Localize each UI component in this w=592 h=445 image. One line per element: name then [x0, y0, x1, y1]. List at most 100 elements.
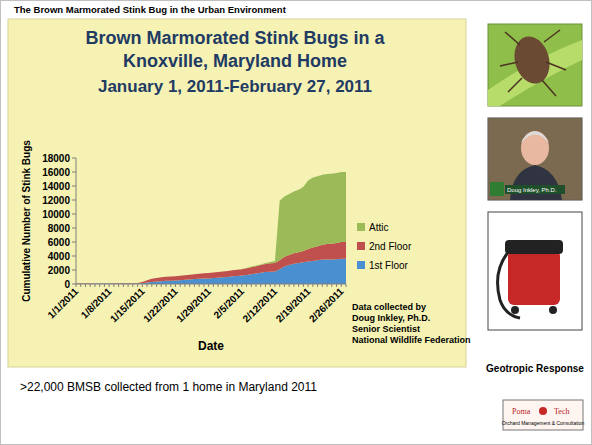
x-tick-label: 2/19/2011 [274, 285, 313, 324]
x-tick [76, 284, 77, 287]
x-tick-label: 1/1/2011 [46, 285, 81, 320]
x-tick [227, 284, 228, 287]
logo-tagline: Orchard Management & Consultation [502, 420, 585, 426]
x-tick [289, 284, 290, 287]
x-tick [298, 284, 299, 287]
y-tick [72, 200, 76, 201]
bug-photo [488, 24, 582, 106]
vacuum-hose [498, 250, 520, 318]
area-series [76, 259, 346, 284]
x-tick [194, 284, 195, 287]
x-tick [246, 284, 247, 287]
area-series [76, 172, 346, 283]
x-tick [256, 284, 257, 287]
person-shoulders [510, 165, 562, 200]
x-tick [308, 284, 309, 287]
y-tick [72, 228, 76, 229]
legend-swatch [357, 223, 365, 231]
legend-label: Attic [369, 222, 388, 233]
x-tick [208, 284, 209, 287]
y-tick-label: 8000 [48, 223, 71, 234]
x-tick [80, 284, 81, 287]
bug-legs [500, 30, 566, 96]
caption-bar [505, 185, 565, 194]
chart-subtitle: January 1, 2011-February 27, 2011 [60, 76, 410, 98]
x-tick [151, 284, 152, 287]
x-tick [232, 284, 233, 287]
x-tick-label: 1/29/2011 [174, 285, 213, 324]
x-tick [113, 284, 114, 287]
photo-caption: Doug Inkley, Ph.D. [507, 187, 557, 193]
x-tick-label: 1/22/2011 [141, 285, 180, 324]
x-tick [260, 284, 261, 287]
x-tick [312, 284, 313, 287]
x-tick [279, 284, 280, 287]
x-tick [189, 284, 190, 287]
y-tick-label: 18000 [42, 153, 70, 164]
x-tick [265, 284, 266, 287]
x-tick-label: 2/26/2011 [307, 285, 346, 324]
x-tick [147, 284, 148, 287]
legend-label: 2nd Floor [369, 241, 412, 252]
x-tick [99, 284, 100, 287]
x-tick [156, 284, 157, 287]
logo-name: Tech [554, 407, 569, 416]
x-tick [180, 284, 181, 287]
x-tick [284, 284, 285, 287]
person-hair [521, 131, 549, 143]
x-tick [85, 284, 86, 287]
logo-box [490, 182, 504, 196]
x-tick [109, 284, 110, 287]
x-tick [128, 284, 129, 287]
slide-frame [1, 1, 592, 445]
slide-caption: >22,000 BMSB collected from 1 home in Ma… [20, 380, 317, 394]
x-tick [94, 284, 95, 287]
y-tick-label: 10000 [42, 209, 70, 220]
y-tick [72, 158, 76, 159]
person-bg [488, 118, 582, 200]
x-tick [346, 284, 347, 287]
image-caption: Geotropic Response [486, 363, 584, 374]
y-axis-label: Cumulative Number of Stink Bugs [21, 140, 32, 302]
annotation: Senior Scientist [352, 324, 420, 334]
x-tick [118, 284, 119, 287]
annotation: Doug Inkley, Ph.D. [352, 313, 430, 323]
y-tick [72, 214, 76, 215]
legend-swatch [357, 242, 365, 250]
vacuum-lid [505, 240, 563, 254]
x-tick [241, 284, 242, 287]
annotation: National Wildlife Federation [352, 335, 470, 345]
x-tick [274, 284, 275, 287]
x-tick [184, 284, 185, 287]
x-axis [76, 284, 346, 285]
plot-area [76, 172, 346, 284]
y-tick [72, 172, 76, 173]
annotation: Data collected by [352, 302, 426, 312]
x-tick [331, 284, 332, 287]
wheel [549, 306, 557, 314]
person-photo [488, 118, 582, 200]
x-tick [213, 284, 214, 287]
vacuum-body [508, 250, 560, 305]
x-tick [90, 284, 91, 287]
y-tick [72, 186, 76, 187]
x-tick [175, 284, 176, 287]
y-tick [72, 284, 76, 285]
y-tick [72, 270, 76, 271]
slide-title: The Brown Marmorated Stink Bug in the Ur… [14, 4, 287, 15]
legend-swatch [357, 261, 365, 269]
x-tick [132, 284, 133, 287]
y-tick [72, 256, 76, 257]
x-tick [199, 284, 200, 287]
y-tick-label: 12000 [42, 195, 70, 206]
x-tick [142, 284, 143, 287]
x-tick [317, 284, 318, 287]
y-tick [72, 242, 76, 243]
x-tick [166, 284, 167, 287]
person-head [521, 131, 549, 165]
legend-label: 1st Floor [369, 260, 409, 271]
y-tick-label: 16000 [42, 167, 70, 178]
x-tick [327, 284, 328, 287]
x-tick [222, 284, 223, 287]
vacuum-photo [488, 212, 582, 330]
